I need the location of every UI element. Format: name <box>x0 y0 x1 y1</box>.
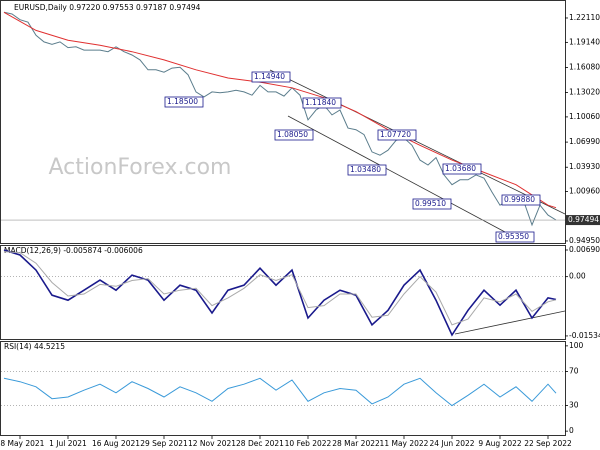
x-tick-label: 11 May 2022 <box>380 439 429 448</box>
y-tick-label: 1.19140 <box>569 37 600 46</box>
y-tick-label: 30 <box>569 401 579 410</box>
level-box <box>251 71 291 83</box>
channel-upper <box>269 69 566 215</box>
y-tick-label: 1.00960 <box>569 187 600 196</box>
rsi-panel <box>0 341 566 436</box>
y-tick-label: 1.13020 <box>569 88 600 97</box>
x-tick-label: 18 May 2021 <box>0 439 45 448</box>
channel-lower <box>287 115 506 233</box>
level-label: 0.95350 <box>498 232 529 241</box>
price-title: EURUSD,Daily 0.97220 0.97553 0.97187 0.9… <box>14 3 201 12</box>
price-panel <box>0 0 566 244</box>
x-tick-label: 28 Dec 2021 <box>236 439 284 448</box>
watermark: ActionForex.com <box>49 155 232 180</box>
series-line <box>3 11 557 209</box>
y-tick-label: 0 <box>569 426 574 435</box>
y-tick-label: 70 <box>569 366 579 375</box>
x-tick-label: 16 Aug 2021 <box>92 439 140 448</box>
y-tick-label: 0.94950 <box>569 236 600 245</box>
x-tick-label: 22 Sep 2022 <box>524 439 572 448</box>
level-label: 0.99880 <box>504 195 535 204</box>
x-tick-label: 24 Jun 2022 <box>429 439 474 448</box>
level-label: 1.14940 <box>254 72 285 81</box>
y-tick-label: 1.22110 <box>569 13 600 22</box>
level-label: 0.99510 <box>415 199 446 208</box>
level-box <box>495 231 535 243</box>
series-line <box>3 251 557 326</box>
level-box <box>377 129 417 141</box>
level-label: 1.11840 <box>305 98 336 107</box>
level-label: 1.07720 <box>380 130 411 139</box>
y-tick-label: 1.16080 <box>569 62 600 71</box>
y-tick-label: 0.006906 <box>569 245 600 254</box>
last-price-label: 0.97494 <box>568 215 599 224</box>
level-box <box>274 129 314 141</box>
level-box <box>501 194 541 206</box>
last-price-box <box>566 215 600 226</box>
y-tick-label: 0.00 <box>569 272 586 281</box>
level-box <box>442 163 482 175</box>
macd-panel <box>0 245 566 340</box>
x-tick-label: 28 Mar 2022 <box>332 439 380 448</box>
level-box <box>164 96 204 108</box>
level-label: 1.03480 <box>350 165 381 174</box>
level-box <box>347 164 387 176</box>
rsi-title: RSI(14) 44.5215 <box>4 342 65 351</box>
y-tick-label: 1.10060 <box>569 112 600 121</box>
level-box <box>412 198 452 210</box>
level-label: 1.08050 <box>277 130 308 139</box>
x-tick-label: 10 Feb 2022 <box>285 439 332 448</box>
y-tick-label: 100 <box>569 341 584 350</box>
y-tick-label: 1.06990 <box>569 137 600 146</box>
macd-title: MACD(12,26,9) -0.005874 -0.006006 <box>4 246 143 255</box>
y-tick-label: 1.03930 <box>569 162 600 171</box>
y-tick-label: -0.015348 <box>569 331 600 340</box>
macd-trendline <box>454 310 566 335</box>
x-tick-label: 9 Aug 2022 <box>478 439 521 448</box>
x-tick-label: 29 Sep 2021 <box>140 439 188 448</box>
level-label: 1.03680 <box>445 164 476 173</box>
series-line <box>3 377 557 407</box>
x-tick-label: 1 Jul 2021 <box>49 439 87 448</box>
series-line <box>3 11 557 227</box>
level-label: 1.18500 <box>167 97 198 106</box>
level-box <box>302 97 342 109</box>
x-tick-label: 12 Nov 2021 <box>188 439 236 448</box>
